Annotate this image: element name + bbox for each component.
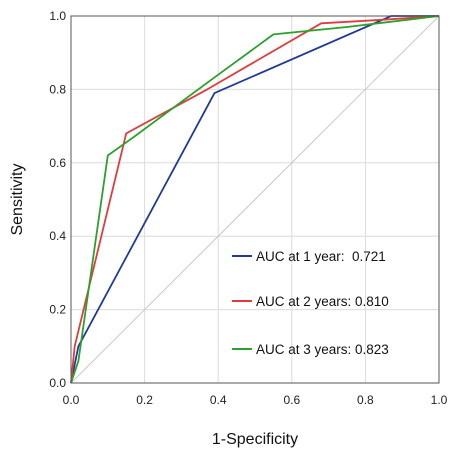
- series-line-3: [70, 15, 440, 384]
- legend-label-2: AUC at 2 years: 0.810: [256, 294, 389, 309]
- y-tick-label: 0.4: [49, 229, 66, 243]
- x-axis-title: 1-Specificity: [212, 431, 298, 448]
- legend-label-3: AUC at 3 years: 0.823: [256, 342, 389, 357]
- y-tick-label: 1.0: [49, 9, 66, 23]
- x-tick-label: 0.2: [136, 393, 153, 407]
- y-tick-label: 0.6: [49, 156, 66, 170]
- x-tick-label: 0.8: [357, 393, 374, 407]
- y-tick-labels: 0.0 0.2 0.4 0.6 0.8 1.0: [49, 9, 66, 390]
- legend: AUC at 1 year: 0.721 AUC at 2 years: 0.81…: [232, 249, 389, 357]
- reference-diagonal: [70, 15, 440, 384]
- x-tick-label: 0.6: [283, 393, 300, 407]
- series-line-2: [70, 15, 440, 384]
- plot-frame: [70, 15, 440, 384]
- x-tick-labels: 0.0 0.2 0.4 0.6 0.8 1.0: [63, 393, 448, 407]
- y-tick-label: 0.2: [49, 303, 66, 317]
- y-axis-title: Sensitivity: [9, 163, 26, 235]
- legend-label-1: AUC at 1 year: 0.721: [256, 249, 386, 264]
- x-tick-label: 0.4: [210, 393, 227, 407]
- x-tick-label: 1.0: [431, 393, 448, 407]
- y-tick-label: 0.0: [49, 376, 66, 390]
- x-tick-label: 0.0: [63, 393, 80, 407]
- y-tick-label: 0.8: [49, 82, 66, 96]
